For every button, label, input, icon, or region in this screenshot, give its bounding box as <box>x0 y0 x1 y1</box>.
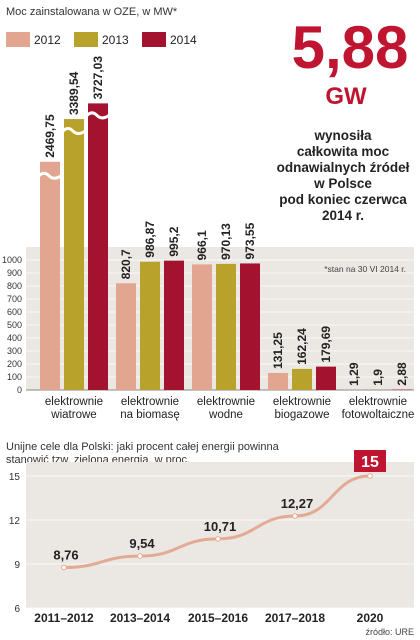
bar-y-tick: 0 <box>17 385 22 395</box>
legend-label-2013: 2013 <box>102 33 129 47</box>
line-value-label: 8,76 <box>53 548 78 563</box>
bar-value-label: 3727,03 <box>91 56 105 100</box>
line-value-label: 10,71 <box>204 519 237 534</box>
bar-value-label: 1,9 <box>371 369 385 386</box>
bar-y-tick: 300 <box>7 346 22 356</box>
line-value-label: 12,27 <box>281 496 314 511</box>
legend: 2012 2013 2014 <box>6 32 197 47</box>
description-line: całkowita moc <box>297 144 390 159</box>
bar-value-label: 986,87 <box>143 221 157 258</box>
line-point <box>215 536 221 542</box>
bar-value-label: 995,2 <box>167 226 181 256</box>
bar-value-label: 970,13 <box>219 223 233 260</box>
bar-2014-1 <box>164 260 184 390</box>
description-line: odnawialnych źródeł <box>277 160 410 175</box>
line-chart-title-line: Unijne cele dla Polski: jaki procent cał… <box>6 441 280 453</box>
legend-swatch-2013 <box>74 32 98 47</box>
bar-y-tick: 400 <box>7 333 22 343</box>
bar-value-label: 131,25 <box>271 332 285 369</box>
bar-2012-3 <box>268 372 288 390</box>
bar-value-label: 162,24 <box>295 328 309 365</box>
bar-2012-1 <box>116 283 136 390</box>
line-point <box>292 513 298 519</box>
bar-category-label: elektrownie <box>349 396 407 408</box>
bar-category-label: biogazowe <box>275 409 330 421</box>
line-x-tick: 2011–2012 <box>34 611 94 625</box>
legend-swatch-2014 <box>142 32 166 47</box>
line-y-tick: 6 <box>14 604 20 615</box>
line-chart-background <box>26 462 414 608</box>
line-point <box>137 553 143 559</box>
line-point <box>367 473 373 479</box>
line-series: 8,76 9,54 10,71 12,27 15 <box>53 450 386 571</box>
bar-2013-2 <box>216 263 236 390</box>
description-line: wynosiła <box>313 128 372 143</box>
description-line: pod koniec czerwca <box>279 192 407 207</box>
bar-value-label: 1,29 <box>347 362 361 386</box>
bar-2014-2 <box>240 263 260 390</box>
bar-series: 2469,75 3389,54 3727,03 820,7 986,87 995,2 966… <box>37 56 412 391</box>
line-y-tick: 12 <box>9 516 21 527</box>
axis-break-mark <box>61 127 86 136</box>
bar-2013-1 <box>140 261 160 390</box>
bar-2012-2 <box>192 264 212 390</box>
footnote: *stan na 30 VI 2014 r. <box>324 264 406 274</box>
target-highlight-box <box>354 450 386 472</box>
legend-swatch-2012 <box>6 32 30 47</box>
line-x-tick: 2013–2014 <box>110 611 170 625</box>
axis-break-mark <box>85 111 110 120</box>
total-power-unit: GW <box>325 83 367 110</box>
line-point <box>61 564 67 571</box>
bar-value-label: 2469,75 <box>43 114 57 158</box>
bar-category-label: elektrownie <box>45 396 103 408</box>
line-x-tick: 2015–2016 <box>188 611 248 625</box>
bar-2014-3 <box>316 366 336 390</box>
bar-2012-0 <box>40 161 60 390</box>
bar-value-label: 2,88 <box>395 362 409 386</box>
bar-y-tick: 100 <box>7 372 22 382</box>
bar-value-label: 820,7 <box>119 249 133 279</box>
bar-value-label: 973,55 <box>243 222 257 259</box>
bar-2013-3 <box>292 368 312 390</box>
line-x-tick: 2020 <box>357 611 384 625</box>
bar-y-tick: 1000 <box>2 255 22 265</box>
line-y-tick: 15 <box>9 472 21 483</box>
bar-y-tick: 500 <box>7 320 22 330</box>
bar-category-label: fotowoltaiczne <box>342 409 415 421</box>
bar-category-label: elektrownie <box>197 396 255 408</box>
bar-2013-0 <box>64 119 84 390</box>
bar-2014-0 <box>88 103 108 391</box>
bar-category-label: elektrownie <box>121 396 179 408</box>
bar-y-tick: 900 <box>7 268 22 278</box>
bar-value-label: 966,1 <box>195 230 209 260</box>
bar-y-tick: 700 <box>7 294 22 304</box>
legend-label-2014: 2014 <box>170 33 197 47</box>
line-x-tick: 2017–2018 <box>265 611 325 625</box>
bar-category-label: wiatrowe <box>50 409 96 421</box>
bar-value-label: 179,69 <box>319 326 333 363</box>
description-line: w Polsce <box>313 176 372 191</box>
axis-break-mark <box>37 171 62 180</box>
bar-category-label: wodne <box>208 409 243 421</box>
line-value-label: 9,54 <box>129 536 155 551</box>
line-x-axis: 2011–2012 2013–2014 2015–2016 2017–2018 2020 <box>34 611 383 625</box>
bar-category-label: na biomasę <box>120 409 179 421</box>
bar-category-label: elektrownie <box>273 396 331 408</box>
bar-y-tick: 200 <box>7 359 22 369</box>
bar-y-tick: 800 <box>7 281 22 291</box>
description-line: 2014 r. <box>322 208 364 223</box>
line-value-label: 15 <box>361 454 379 471</box>
line-y-tick: 9 <box>14 560 20 571</box>
bar-y-tick: 600 <box>7 307 22 317</box>
legend-label-2012: 2012 <box>34 33 61 47</box>
source-note: źródło: URE <box>365 627 414 637</box>
bar-value-label: 3389,54 <box>67 71 81 115</box>
total-power-value: 5,88 <box>292 14 409 81</box>
bar-chart-subtitle: Moc zainstalowana w OZE, w MW* <box>6 6 178 18</box>
